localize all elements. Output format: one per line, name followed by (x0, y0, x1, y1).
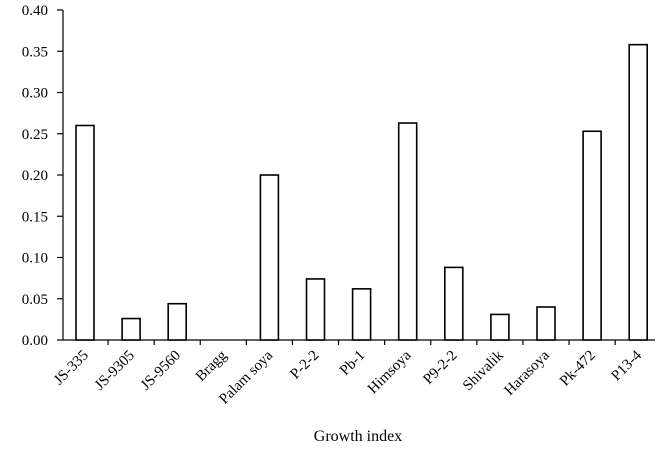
x-category-label: Harasoya (501, 347, 553, 399)
y-tick-label: 0.05 (22, 292, 48, 308)
y-tick-label: 0.20 (22, 168, 48, 184)
bar (305, 278, 326, 341)
y-axis: 0.00 0.05 0.10 0.15 0.20 0.25 0.30 0.35 0.40 (22, 3, 64, 349)
y-tick-label: 0.15 (22, 209, 48, 225)
bar (259, 174, 280, 341)
x-category-label: Himsoya (365, 347, 415, 397)
bars (75, 43, 649, 341)
y-tick-label: 0.40 (22, 3, 48, 19)
x-category-label: Pb-1 (337, 348, 368, 379)
bar (397, 122, 418, 341)
x-category-label: P13-4 (608, 347, 645, 384)
bar (167, 302, 187, 341)
bar (628, 43, 649, 341)
x-category-label: Shivalik (460, 347, 507, 394)
bar (490, 313, 510, 341)
bar (536, 306, 556, 341)
bar (582, 130, 602, 341)
x-category-label: JS-9560 (138, 348, 184, 394)
bar (121, 317, 141, 341)
bar (75, 124, 95, 341)
y-tick-label: 0.25 (22, 127, 48, 143)
y-tick-label: 0.10 (22, 251, 48, 267)
x-category-label: JS-335 (51, 348, 92, 389)
x-axis-title: Growth index (314, 428, 402, 445)
y-tick-label: 0.35 (22, 44, 48, 60)
y-tick-label: 0.00 (22, 333, 48, 349)
x-category-label: Pk-472 (557, 348, 599, 390)
x-category-label: JS-9305 (92, 348, 138, 394)
bar (443, 266, 464, 341)
x-category-label: Bragg (193, 347, 231, 385)
x-category-label: P9-2-2 (420, 348, 460, 388)
y-tick-label: 0.30 (22, 86, 48, 102)
x-category-label: P-2-2 (287, 348, 322, 383)
bar (351, 288, 372, 341)
